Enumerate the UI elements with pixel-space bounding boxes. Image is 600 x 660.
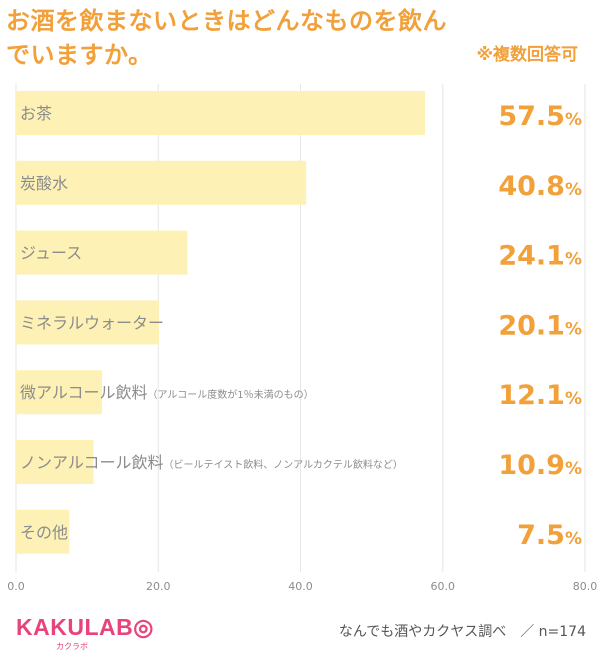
value-label: 24.1% <box>498 241 582 272</box>
category-label-main: その他 <box>20 523 68 542</box>
value-number: 7.5 <box>517 520 565 551</box>
value-label: 57.5% <box>498 101 582 132</box>
category-label: 微アルコール飲料（アルコール度数が1％未満のもの） <box>20 383 314 402</box>
category-label-main: ノンアルコール飲料 <box>20 453 164 472</box>
bar <box>16 440 94 484</box>
bar <box>16 230 188 275</box>
category-label-note: （アルコール度数が1％未満のもの） <box>148 388 314 401</box>
value-label: 7.5% <box>517 520 582 551</box>
category-label: ミネラルウォーター <box>20 313 164 332</box>
value-label: 40.8% <box>498 171 582 202</box>
chart-title: お酒を飲まないときはどんなものを飲んでいますか。 <box>6 7 447 69</box>
category-label-main: ミネラルウォーター <box>20 313 164 332</box>
bar <box>16 160 307 205</box>
x-tick-label: 40.0 <box>288 580 313 593</box>
value-label: 10.9% <box>498 450 582 481</box>
bar <box>16 370 103 415</box>
value-unit: % <box>565 389 582 409</box>
logo-subtitle: カクラボ <box>56 642 88 651</box>
category-label: ノンアルコール飲料（ビールテイスト飲料、ノンアルカクテル飲料など） <box>20 453 403 472</box>
multiple-answer-note: ※複数回答可 <box>476 45 578 65</box>
category-label: ジュース <box>20 244 82 263</box>
category-label: 炭酸水 <box>20 174 68 193</box>
x-tick-label: 0.0 <box>7 580 25 593</box>
kakulabo-logo: KAKULAB◎ <box>16 614 154 640</box>
category-label-note: （ビールテイスト飲料、ノンアルカクテル飲料など） <box>164 458 403 471</box>
source-note: なんでも酒やカクヤス調べ ／ n=174 <box>338 624 586 640</box>
value-unit: % <box>565 319 582 339</box>
value-number: 24.1 <box>498 241 565 272</box>
value-unit: % <box>565 110 582 130</box>
value-number: 12.1 <box>498 380 565 411</box>
category-label-main: 炭酸水 <box>20 174 68 193</box>
value-label: 20.1% <box>498 310 582 341</box>
value-number: 40.8 <box>498 171 565 202</box>
bar <box>16 91 425 135</box>
category-label-main: ジュース <box>20 244 82 263</box>
value-number: 20.1 <box>498 310 565 341</box>
value-unit: % <box>565 180 582 200</box>
x-tick-label: 60.0 <box>431 580 456 593</box>
category-label: お茶 <box>20 104 52 123</box>
value-unit: % <box>565 250 582 270</box>
x-tick-label: 80.0 <box>573 580 598 593</box>
bar-chart: 0.0 20.0 40.0 60.0 80.0 お茶 57.5% 炭酸水 40.8% ジュース 24… <box>7 84 598 593</box>
category-label-main: お茶 <box>20 104 52 123</box>
value-number: 57.5 <box>498 101 565 132</box>
bar <box>16 300 159 345</box>
category-label: その他 <box>20 523 68 542</box>
value-unit: % <box>565 529 582 549</box>
value-number: 10.9 <box>498 450 565 481</box>
category-label-main: 微アルコール飲料 <box>20 383 148 402</box>
bar <box>16 509 70 554</box>
x-tick-label: 20.0 <box>146 580 171 593</box>
value-label: 12.1% <box>498 380 582 411</box>
value-unit: % <box>565 459 582 479</box>
